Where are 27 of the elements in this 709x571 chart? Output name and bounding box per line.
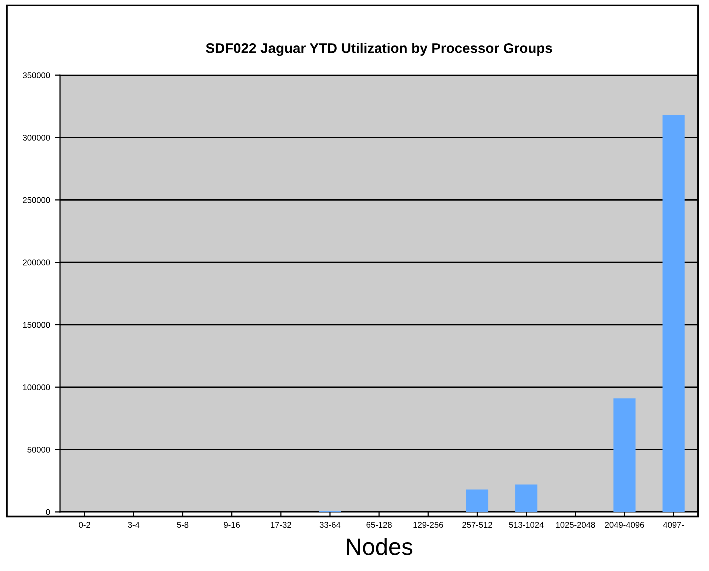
bar — [662, 115, 685, 512]
x-tick-label: 2049-4096 — [605, 522, 644, 528]
y-tick-label: 150000 — [23, 322, 50, 328]
y-tick-label: 300000 — [23, 134, 50, 141]
bar — [516, 484, 538, 512]
x-tick-label: 17-32 — [271, 522, 292, 528]
x-tick-label: 3-4 — [128, 522, 140, 528]
y-tick-label: 100000 — [23, 384, 50, 390]
chart-title: SDF022 Jaguar YTD Utilization by Processor Groups — [206, 43, 552, 56]
x-tick-label: 4097- — [663, 522, 684, 528]
y-tick-label: 200000 — [23, 260, 50, 266]
x-tick-label: 33-64 — [320, 522, 341, 528]
x-tick-label: 129-256 — [414, 522, 444, 528]
x-tick-label: 5-8 — [177, 522, 189, 528]
bar — [466, 490, 489, 512]
y-tick-label: 250000 — [23, 197, 50, 204]
x-tick-label: 9-16 — [224, 522, 240, 528]
y-tick-label: 0 — [46, 509, 50, 516]
bar — [614, 398, 636, 512]
y-tick-label: 350000 — [23, 72, 50, 78]
x-tick-label: 1025-2048 — [556, 522, 596, 528]
x-tick-label: 65-128 — [366, 522, 392, 528]
x-tick-label: 0-2 — [79, 522, 90, 528]
y-tick-label: 50000 — [28, 446, 50, 453]
x-tick-label: 257-512 — [462, 522, 492, 528]
x-tick-label: 513-1024 — [509, 522, 544, 528]
x-axis-title: Nodes — [347, 538, 413, 556]
